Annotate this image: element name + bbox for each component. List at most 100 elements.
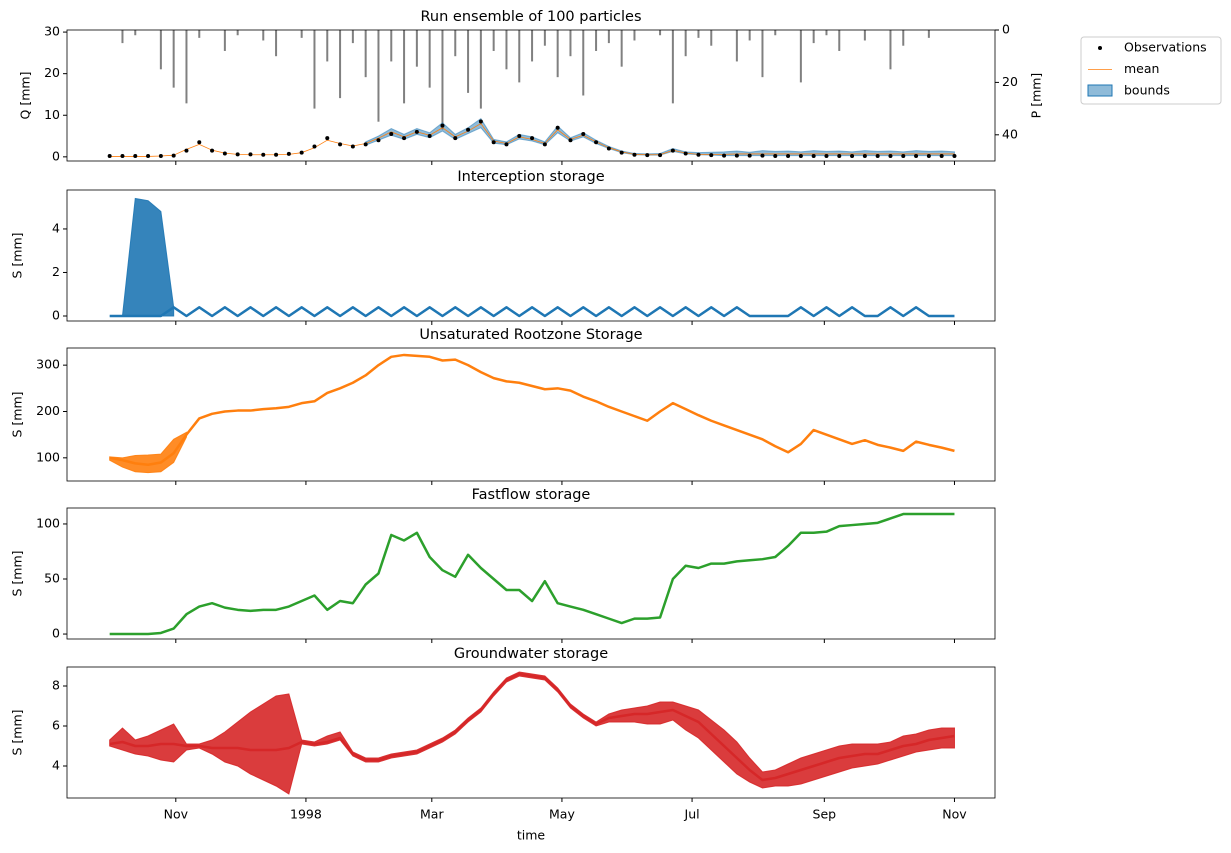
observation-point [837,154,842,159]
observation-point [146,154,151,159]
y-axis-label: S [mm] [10,709,25,755]
x-tick-label: May [549,807,575,822]
observation-point [363,142,368,147]
y-tick-label: 4 [52,758,60,773]
precipitation-bar [390,30,393,62]
observation-point [171,153,176,158]
observation-point [350,144,355,149]
observation-point [491,140,496,145]
precipitation-bar [236,30,239,36]
precipitation-bar [735,30,738,62]
precipitation-bar [556,30,559,78]
y-tick-label: 2 [52,264,60,279]
plot-area [109,671,955,795]
precipitation-bar [223,30,226,51]
axes-frame [66,666,996,799]
precipitation-bar [454,30,457,57]
observation-point [197,140,202,145]
precipitation-bar [479,30,482,109]
observation-point [747,153,752,158]
observation-point [325,136,330,141]
observation-point [235,152,240,157]
legend-label: mean [1124,61,1159,76]
y-axis-label: S [mm] [10,232,25,278]
observation-point [338,142,343,147]
precipitation-bar [428,30,431,88]
precipitation-bar [300,30,303,38]
observation-point [619,150,624,155]
observation-point [504,142,509,147]
precipitation-bar [671,30,674,104]
precipitation-bar [403,30,406,104]
observation-point [466,127,471,132]
series-line [109,306,955,318]
observation-point [696,152,701,157]
observation-point [914,154,919,159]
observation-point [606,146,611,151]
precipitation-bar [185,30,188,104]
observation-point [389,131,394,136]
observation-point [926,154,931,159]
precipitation-bar [505,30,508,70]
observation-point [862,154,867,159]
precipitation-bar [684,30,687,57]
precipitation-bar [927,30,930,38]
precipitation-bar [761,30,764,78]
observation-point [888,154,893,159]
y-tick-label: 20 [44,65,60,80]
observation-point [261,152,266,157]
precipitation-bar [607,30,610,44]
observation-point [568,138,573,143]
observation-point [632,152,637,157]
observation-point [120,154,125,159]
precipitation-bar [441,30,444,130]
y2-axis-label: P [mm] [1029,73,1044,119]
precipitation-bar [748,30,751,41]
y-axis-label: S [mm] [10,391,25,437]
y-tick-label: 200 [36,403,60,418]
observation-point [402,136,407,141]
observation-point [658,153,663,158]
observation-point [299,150,304,155]
precipitation-bar [543,30,546,46]
observation-point [683,151,688,156]
x-tick-label: Nov [942,807,967,822]
observation-point [376,138,381,143]
x-tick-label: Mar [420,807,444,822]
precipitation-bar [774,30,777,36]
panel-title: Unsaturated Rootzone Storage [419,327,642,343]
observation-point [850,154,855,159]
y-tick-label: 8 [52,678,60,693]
plot-area [109,30,955,157]
observation-point [901,154,906,159]
y-tick-label: 30 [44,24,60,39]
y-axis-label: S [mm] [10,550,25,596]
observation-point [709,153,714,158]
axes-frame [66,347,996,482]
observation-point [184,148,189,153]
observation-point [440,123,445,128]
panel-title: Fastflow storage [472,487,591,503]
observation-point [210,148,215,153]
y-axis-label: Q [mm] [18,72,33,120]
precipitation-bar [812,30,815,44]
y-tick-label: 0 [52,148,60,163]
observation-point [824,154,829,159]
observation-point [133,154,138,159]
precipitation-bar [313,30,316,109]
observation-point [555,125,560,130]
y-tick-label: 0 [52,307,60,322]
observation-point [530,136,535,141]
series-line [109,512,955,636]
y2-tick-label: 20 [1002,74,1018,89]
panel-title: Interception storage [457,169,604,185]
observation-point [107,154,112,159]
precipitation-bar [415,30,418,67]
observation-point [875,154,880,159]
observation-point [952,154,957,159]
panel-title: Groundwater storage [454,646,608,662]
y2-tick-label: 0 [1002,22,1010,37]
plot-area [109,197,955,318]
y-tick-label: 10 [44,107,60,122]
